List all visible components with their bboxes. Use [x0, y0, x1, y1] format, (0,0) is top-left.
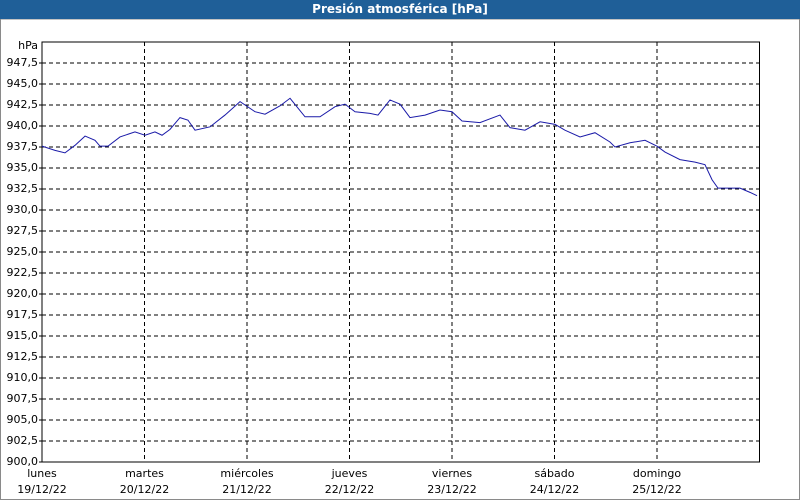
y-tick-label: 910,0 — [7, 371, 39, 384]
x-tick-label: lunes — [27, 467, 57, 480]
y-tick-label: 927,5 — [7, 224, 39, 237]
y-tick-label: 942,5 — [7, 98, 39, 111]
x-tick-label: viernes — [432, 467, 472, 480]
y-tick-label: 932,5 — [7, 182, 39, 195]
y-tick-label: 935,0 — [7, 161, 39, 174]
chart: hPa 900,0 902,5 905,0 907,5 910,0 912,5 915,0 9… — [0, 18, 800, 500]
y-tick-label: 947,5 — [7, 56, 39, 69]
y-unit: hPa — [18, 39, 38, 52]
x-tick-date: 23/12/22 — [427, 483, 476, 496]
y-tick-label: 925,0 — [7, 245, 39, 258]
x-tick-label: domingo — [633, 467, 681, 480]
title-bar: Presión atmosférica [hPa] — [0, 0, 800, 19]
y-tick-label: 917,5 — [7, 308, 39, 321]
y-tick-label: 930,0 — [7, 203, 39, 216]
y-tick-label: 940,0 — [7, 119, 39, 132]
y-tick-label: 937,5 — [7, 140, 39, 153]
y-tick-label: 902,5 — [7, 434, 39, 447]
y-tick-label: 900,0 — [7, 455, 39, 468]
y-tick-label: 905,0 — [7, 413, 39, 426]
x-tick-label: martes — [125, 467, 164, 480]
y-tick-label: 920,0 — [7, 287, 39, 300]
line — [41, 97, 758, 197]
y-tick-label: 922,5 — [7, 266, 39, 279]
y-tick-label: 945,0 — [7, 77, 39, 90]
y-tick-label: 907,5 — [7, 392, 39, 405]
x-tick-date: 19/12/22 — [17, 483, 66, 496]
x-tick-label: jueves — [331, 467, 368, 480]
x-tick-date: 24/12/22 — [530, 483, 579, 496]
x-tick-date: 22/12/22 — [325, 483, 374, 496]
x-tick-label: sábado — [535, 467, 575, 480]
y-tick-label: 915,0 — [7, 329, 39, 342]
x-tick-label: miércoles — [220, 467, 273, 480]
x-tick-date: 25/12/22 — [632, 483, 681, 496]
x-tick-date: 20/12/22 — [120, 483, 169, 496]
x-tick-date: 21/12/22 — [222, 483, 271, 496]
y-tick-label: 912,5 — [7, 350, 39, 363]
